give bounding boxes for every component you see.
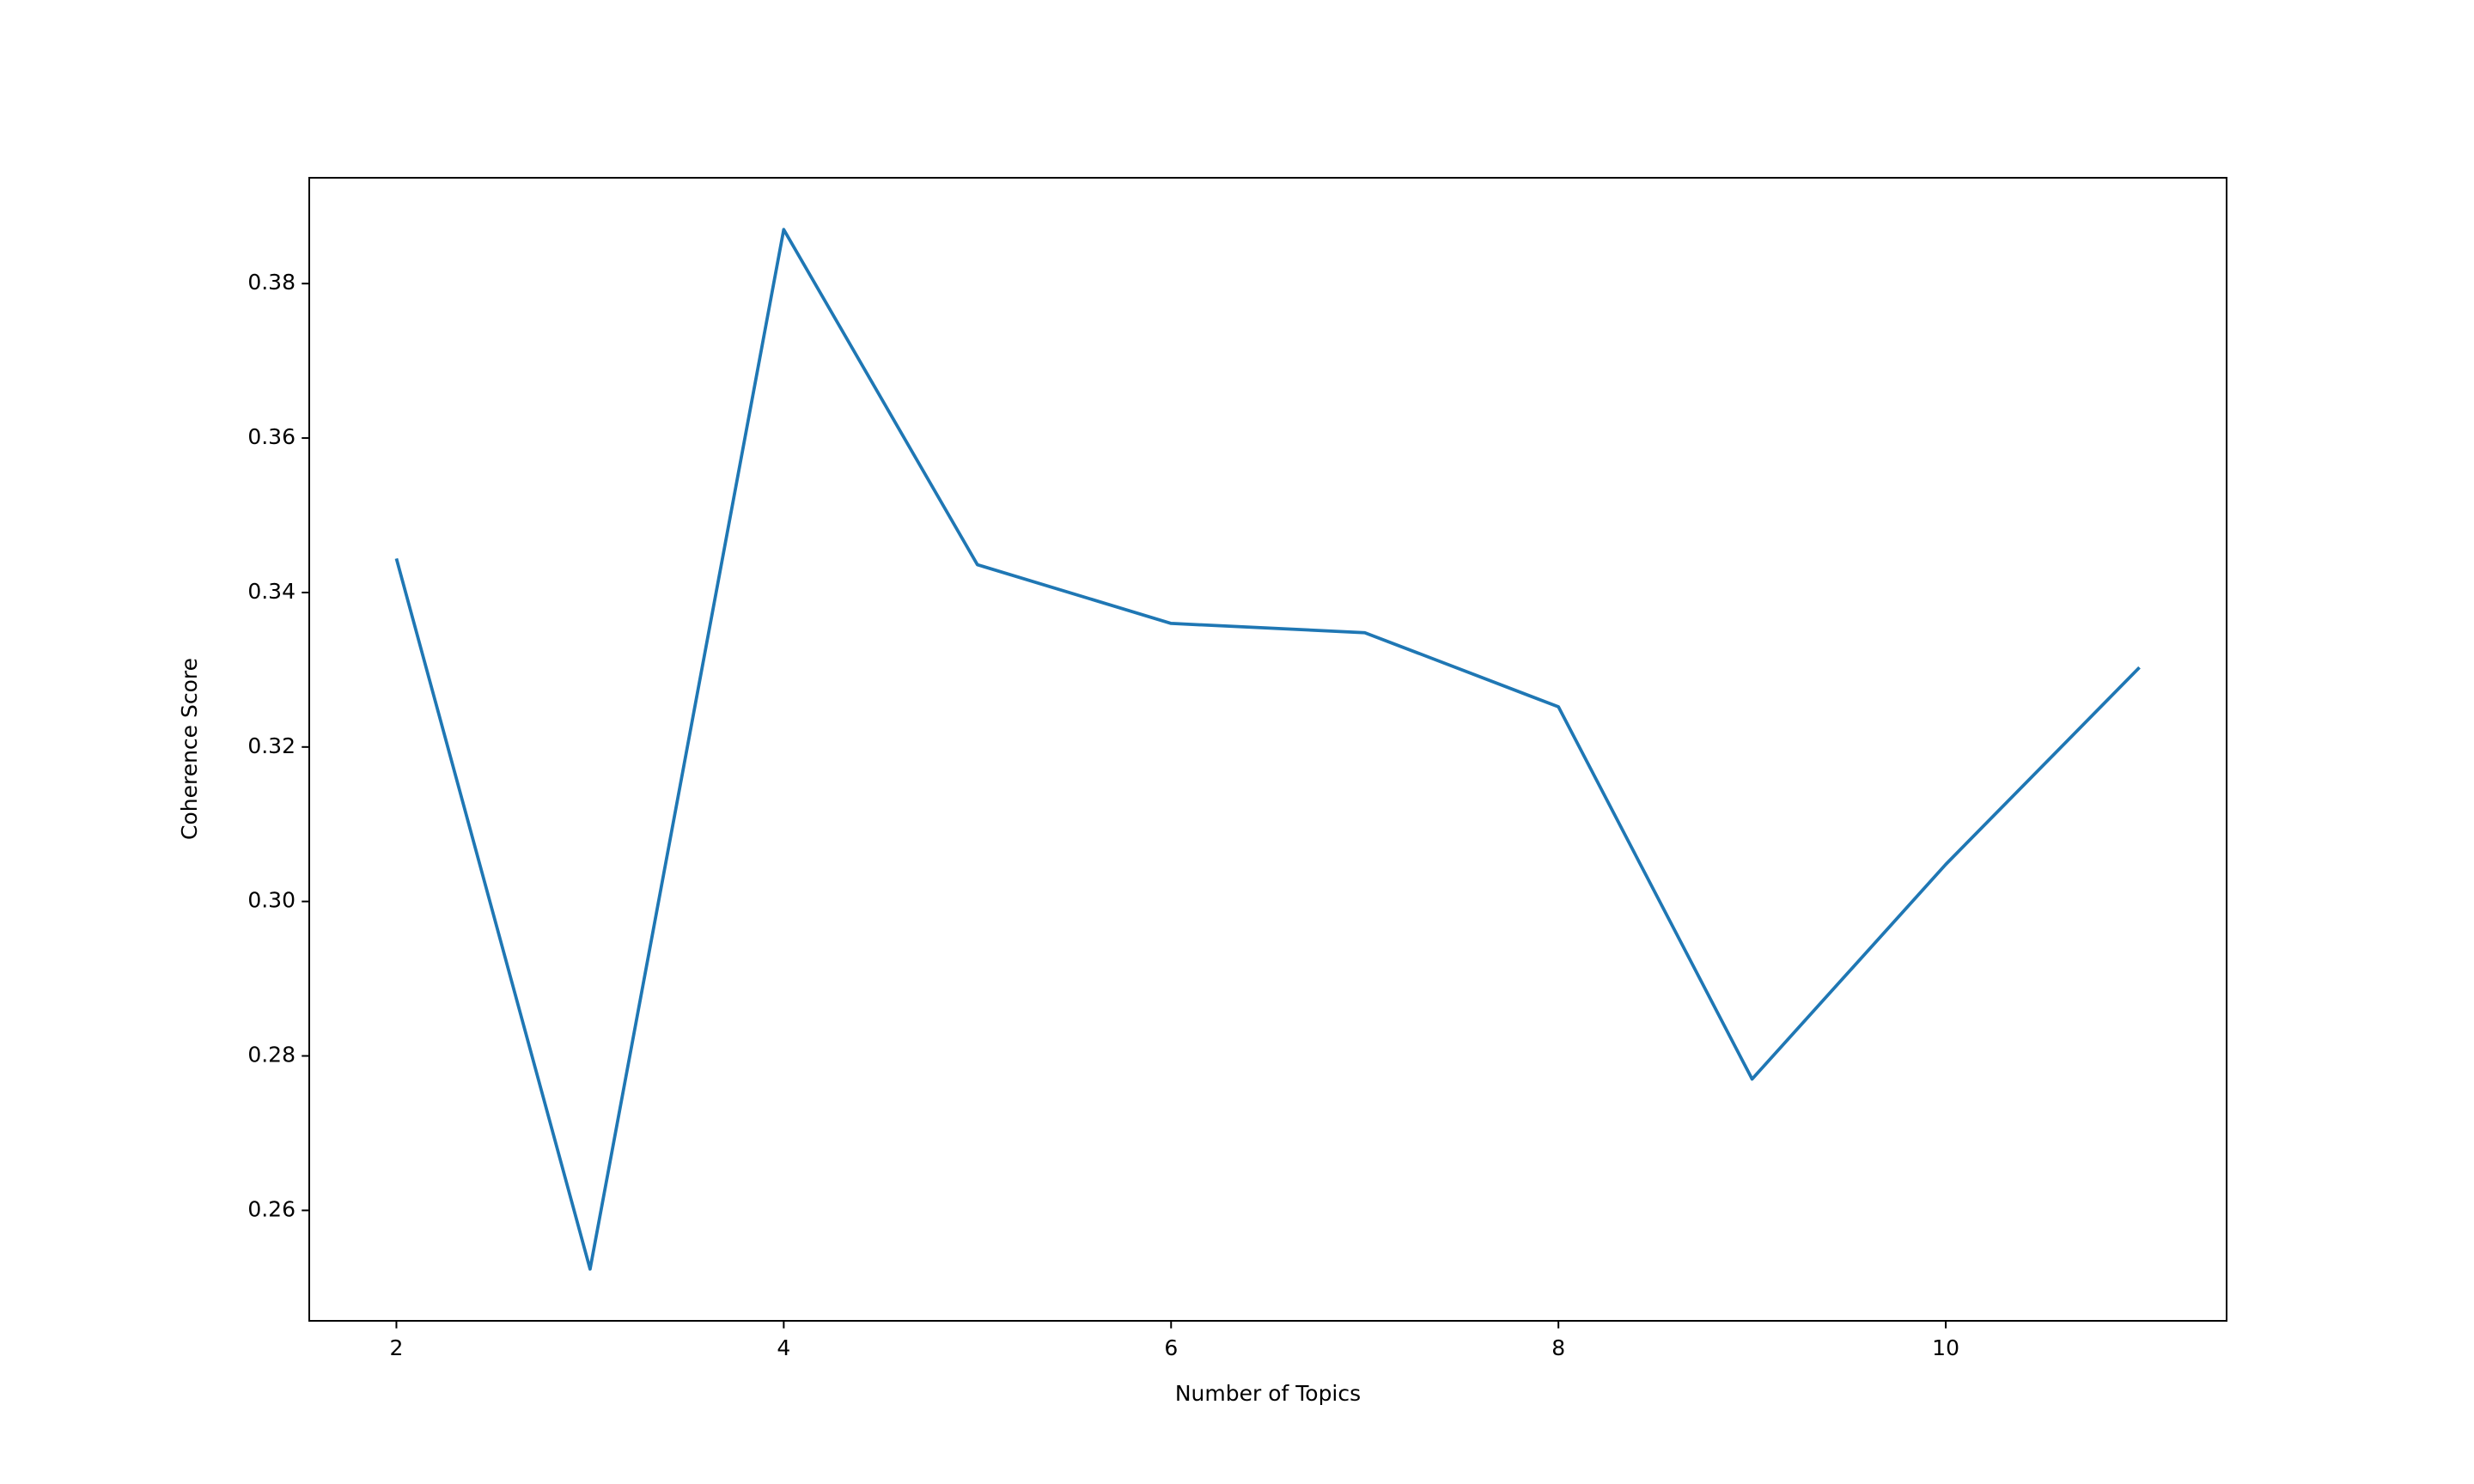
plot-frame <box>308 177 2227 1322</box>
y-tick-label: 0.28 <box>247 1043 296 1067</box>
x-tick-label: 4 <box>777 1335 790 1360</box>
y-axis-label: Coherence Score <box>177 658 202 840</box>
x-tick-label: 10 <box>1932 1335 1959 1360</box>
y-tick-label: 0.30 <box>247 888 296 913</box>
x-tick-label: 8 <box>1551 1335 1565 1360</box>
x-axis-label: Number of Topics <box>1175 1381 1361 1406</box>
y-tick-label: 0.32 <box>247 733 296 758</box>
y-tick-label: 0.34 <box>247 579 296 604</box>
y-tick-label: 0.38 <box>247 270 296 295</box>
data-line <box>394 228 2141 1271</box>
x-tick-label: 6 <box>1164 1335 1178 1360</box>
y-tick-label: 0.26 <box>247 1196 296 1221</box>
x-tick-label: 2 <box>390 1335 404 1360</box>
y-tick-label: 0.36 <box>247 424 296 449</box>
